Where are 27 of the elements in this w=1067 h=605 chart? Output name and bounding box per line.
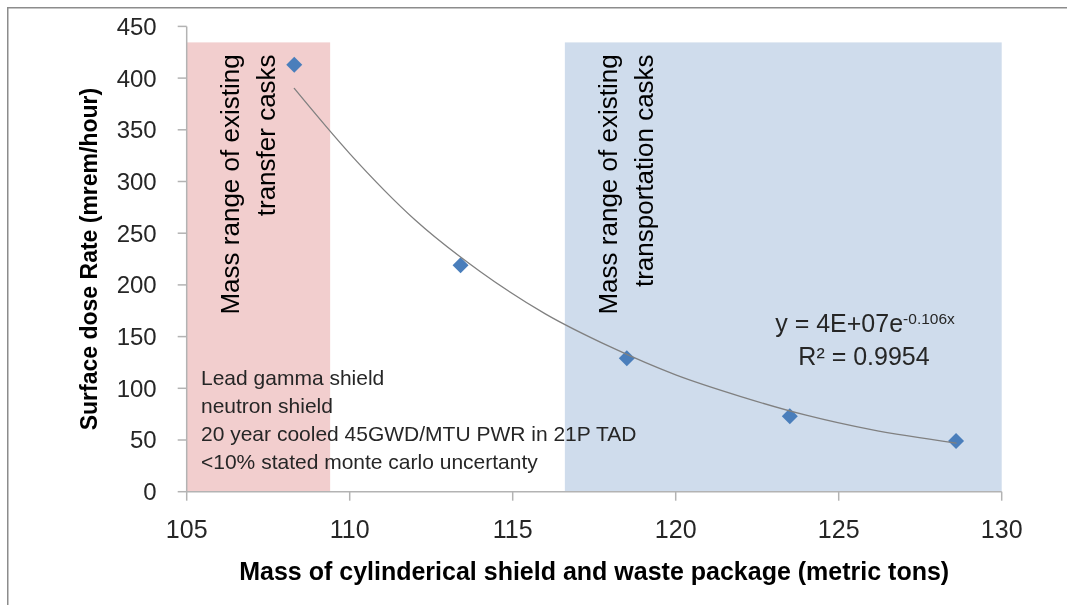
point bbox=[948, 433, 965, 450]
x-tick-label: 120 bbox=[654, 515, 697, 543]
point bbox=[781, 408, 798, 425]
annotation: Lead gamma shield neutron shield 20 year cooled 45GWD/MTU PWR in 21P TAD <10% stated monte carlo uncertanty bbox=[201, 366, 637, 473]
y-tick-label: 450 bbox=[116, 12, 157, 40]
y-tick-label: 200 bbox=[116, 271, 157, 299]
y-axis-title: Surface dose Rate (mrem/hour) bbox=[76, 87, 102, 431]
y-tick-label: 400 bbox=[116, 64, 157, 92]
y-tick-label: 0 bbox=[143, 478, 157, 506]
x-tick-label: 130 bbox=[980, 515, 1023, 543]
point bbox=[286, 56, 303, 73]
y-tick-label: 350 bbox=[116, 116, 157, 144]
point bbox=[452, 257, 469, 274]
band-label: Mass range of existing transfer casks bbox=[214, 54, 281, 315]
x-tick-label: 125 bbox=[817, 515, 860, 543]
y-tick-label: 300 bbox=[116, 167, 157, 195]
y-tick-label: 50 bbox=[130, 426, 157, 454]
x-axis-title: Mass of cylinderical shield and waste package (metric tons) bbox=[239, 557, 950, 585]
y-tick-label: 150 bbox=[116, 323, 157, 350]
x-tick-label: 110 bbox=[329, 515, 370, 543]
band-label: Mass range of existing transportation casks bbox=[592, 54, 659, 315]
annotation: y = 4E+07e$^{-0.106x}$ bbox=[775, 309, 956, 337]
y-tick-label: 250 bbox=[116, 219, 157, 247]
annotation: R² = 0.9954 bbox=[798, 342, 930, 370]
x-tick-label: 115 bbox=[492, 515, 533, 543]
x-tick-label: 105 bbox=[165, 515, 208, 543]
y-tick-label: 100 bbox=[116, 374, 157, 402]
